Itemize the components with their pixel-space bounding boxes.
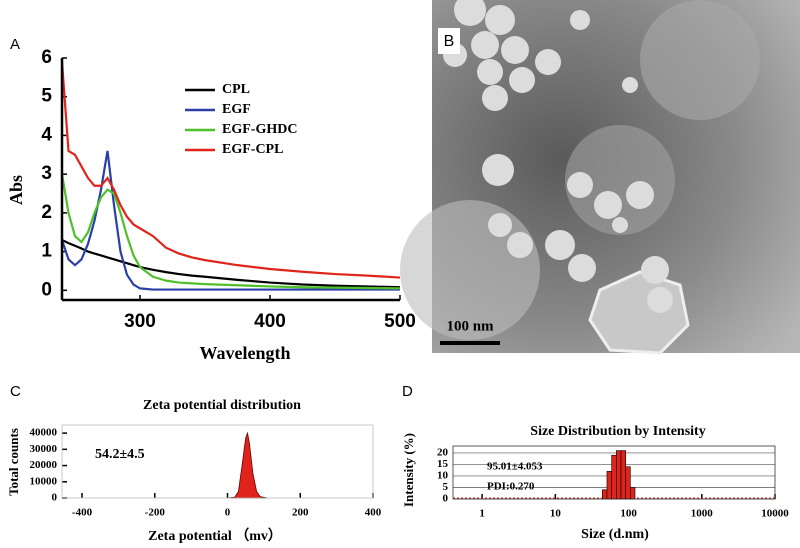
y-tick-label: 1 <box>41 241 52 262</box>
y-tick-label: 15 <box>437 458 449 470</box>
x-tick-label: 10000 <box>761 508 789 520</box>
x-tick-label: 500 <box>384 311 416 332</box>
y-tick-label: 3 <box>41 163 52 184</box>
bar <box>602 489 608 500</box>
legend-label: EGF-CPL <box>222 142 283 157</box>
y-tick-label: 6 <box>41 47 52 68</box>
panel-label: C <box>10 383 21 400</box>
x-tick-label: 400 <box>365 507 382 519</box>
legend-label: EGF-GHDC <box>222 122 297 137</box>
panel-label: B <box>444 33 455 50</box>
y-tick-label: 4 <box>41 124 52 145</box>
y-tick-label: 30000 <box>30 443 58 455</box>
x-tick-label: 400 <box>254 311 286 332</box>
line-series <box>60 61 401 279</box>
y-tick-label: 40000 <box>30 427 58 439</box>
line-series <box>60 150 400 291</box>
y-tick-label: 5 <box>41 86 52 107</box>
y-tick-label: 20000 <box>30 459 58 471</box>
legend-label: CPL <box>222 82 250 97</box>
annotation: 95.01±4.053 <box>487 461 543 473</box>
x-tick-label: 100 <box>620 508 637 520</box>
x-tick-label: 0 <box>225 507 231 519</box>
y-tick-label: 10 <box>437 469 449 481</box>
plot-frame <box>452 445 776 500</box>
annotation: 54.2±4.5 <box>95 447 145 462</box>
x-tick-label: -400 <box>72 507 93 519</box>
bar <box>630 487 636 500</box>
bar <box>620 450 626 500</box>
y-tick-label: 0 <box>443 493 449 505</box>
legend-label: EGF <box>222 102 251 117</box>
panel-label: D <box>402 383 413 400</box>
y-tick-label: 20 <box>437 446 449 458</box>
x-tick-label: 1 <box>479 508 485 520</box>
y-axis-label: Intensity (%) <box>401 433 416 507</box>
panel-label-box <box>438 28 460 54</box>
scale-bar-label: 100 nm <box>446 318 494 334</box>
y-tick-label: 5 <box>443 481 449 493</box>
annotation: PDI:0.270 <box>487 481 535 493</box>
x-tick-label: 10 <box>550 508 562 520</box>
y-axis-label: Abs <box>6 175 26 205</box>
x-tick-label: 1000 <box>691 508 714 520</box>
x-axis-label: Wavelength <box>199 343 290 363</box>
y-tick-label: 10000 <box>30 475 58 487</box>
bar <box>616 450 622 500</box>
x-tick-label: -200 <box>145 507 166 519</box>
y-tick-label: 2 <box>41 202 52 223</box>
x-axis-label: Zeta potential （mv） <box>148 528 282 544</box>
line-series <box>60 173 401 290</box>
x-tick-label: 300 <box>124 311 156 332</box>
plot-frame <box>61 424 374 499</box>
x-axis-label: Size (d.nm) <box>581 527 649 542</box>
chart-title: Size Distribution by Intensity <box>530 424 705 439</box>
bar <box>606 471 612 500</box>
bar <box>625 466 631 500</box>
y-tick-label: 0 <box>41 279 52 300</box>
y-axis-label: Total counts <box>6 428 21 496</box>
y-tick-label: 0 <box>52 492 58 504</box>
area <box>227 431 268 499</box>
panel-label: A <box>10 36 20 53</box>
bar <box>611 454 617 500</box>
chart-title: Zeta potential distribution <box>143 398 301 413</box>
line-series <box>61 238 401 289</box>
x-tick-label: 200 <box>292 507 309 519</box>
